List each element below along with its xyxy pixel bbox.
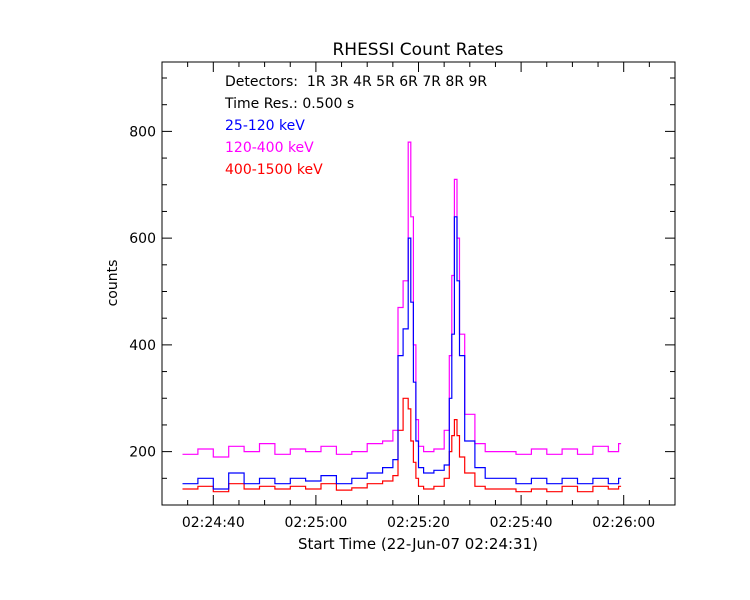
x-axis-label: Start Time (22-Jun-07 02:24:31) [298, 535, 538, 553]
legend-entry-25-120-kev: 25-120 keV [225, 118, 305, 134]
series-lines [182, 141, 622, 493]
y-axis-ticks: 200 400 600 800 [129, 77, 675, 479]
series-line-120-400-kev [182, 141, 622, 458]
legend: Detectors: 1R 3R 4R 5R 6R 7R 8R 9R Time … [224, 74, 487, 178]
y-tick-label: 800 [129, 124, 156, 140]
x-tick-label: 02:25:40 [490, 515, 553, 531]
detectors-annotation: Detectors: 1R 3R 4R 5R 6R 7R 8R 9R [225, 74, 487, 90]
series-line-25-120-kev [182, 216, 622, 490]
series-line-400-1500-kev [182, 397, 622, 493]
y-tick-label: 200 [129, 445, 156, 461]
y-axis-label: counts [105, 260, 121, 307]
x-tick-label: 02:24:40 [182, 515, 245, 531]
legend-entry-120-400-kev: 120-400 keV [225, 140, 314, 156]
x-tick-label: 02:25:00 [284, 515, 347, 531]
time-resolution-annotation: Time Res.: 0.500 s [224, 96, 354, 112]
y-tick-label: 400 [129, 338, 156, 354]
legend-entry-400-1500-kev: 400-1500 keV [225, 162, 323, 178]
x-axis-ticks: 02:24:40 02:25:00 02:25:20 02:25:40 02:26:00 [161, 62, 676, 531]
y-tick-label: 600 [129, 231, 156, 247]
x-tick-label: 02:25:20 [387, 515, 450, 531]
x-tick-label: 02:26:00 [592, 515, 655, 531]
chart-title: RHESSI Count Rates [332, 40, 503, 60]
